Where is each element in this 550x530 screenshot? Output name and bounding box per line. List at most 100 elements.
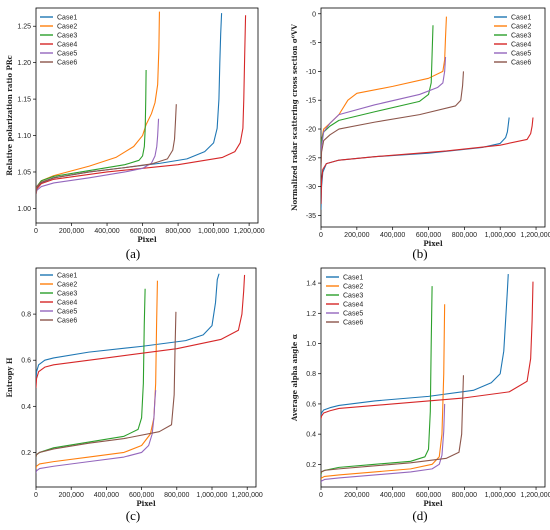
series-line-case2 — [321, 16, 447, 164]
y-tick-label: 0.6 — [21, 358, 31, 365]
x-tick-label: 200,000 — [344, 492, 369, 499]
x-tick-label: 600,000 — [416, 492, 441, 499]
legend: Case1 Case2 Case3 Case4 Case5 Case6 — [40, 15, 77, 67]
series-line-case3 — [36, 69, 147, 194]
series-line-case2 — [321, 304, 446, 480]
y-tick-label: 1.20 — [17, 60, 31, 67]
x-tick-label: 1,000,000 — [198, 228, 229, 235]
legend-label-case1: Case1 — [511, 15, 531, 22]
x-tick-label: 400,000 — [94, 492, 119, 499]
legend-label-case4: Case4 — [343, 302, 363, 309]
legend: Case1 Case2 Case3 Case4 Case5 Case6 — [494, 15, 531, 67]
x-tick-label: 200,000 — [59, 228, 84, 235]
legend-label-case4: Case4 — [511, 42, 531, 49]
y-tick-label: -20 — [306, 127, 316, 134]
legend-label-case5: Case5 — [511, 51, 531, 58]
panel-caption: (d) — [412, 508, 427, 523]
legend-label-case6: Case6 — [343, 320, 363, 327]
x-axis-label: Pixel — [423, 239, 443, 248]
y-tick-label: 1.25 — [17, 24, 31, 31]
series-line-case6 — [36, 104, 177, 194]
y-tick-label: 0.8 — [306, 371, 316, 378]
y-tick-label: 0.4 — [21, 404, 31, 411]
x-tick-label: 800,000 — [452, 492, 477, 499]
series-line-case6 — [321, 71, 465, 170]
series-line-case4 — [321, 117, 534, 204]
legend-label-case5: Case5 — [57, 309, 77, 316]
series-line-case3 — [36, 288, 146, 458]
y-tick-label: 0.6 — [306, 401, 316, 408]
x-tick-label: 1,000,000 — [485, 492, 516, 499]
series-line-case6 — [321, 375, 465, 474]
legend-label-case3: Case3 — [57, 33, 77, 40]
y-tick-label: 1.15 — [17, 97, 31, 104]
x-tick-label: 200,000 — [59, 492, 84, 499]
legend-label-case2: Case2 — [57, 282, 77, 289]
y-tick-label: 1.10 — [17, 133, 31, 140]
y-axis-label: Entropy H — [5, 357, 14, 397]
panel-caption: (b) — [412, 246, 427, 261]
y-tick-label: -30 — [306, 184, 316, 191]
y-tick-label: 0.2 — [21, 450, 31, 457]
series-line-case5 — [36, 118, 160, 194]
x-tick-label: 0 — [319, 492, 323, 499]
series-line-case5 — [321, 56, 447, 164]
x-tick-label: 1,000,000 — [196, 492, 227, 499]
series-line-case1 — [321, 117, 510, 210]
x-tick-label: 1,200,000 — [520, 492, 550, 499]
x-tick-label: 0 — [319, 232, 323, 239]
x-tick-label: 800,000 — [164, 492, 189, 499]
legend-label-case3: Case3 — [343, 293, 363, 300]
legend-label-case6: Case6 — [511, 60, 531, 67]
y-tick-label: -15 — [306, 98, 316, 105]
chart-panel-2: 0 200,000 400,000 600,000 800,000 1,000,000 1,… — [290, 7, 550, 261]
series-group — [321, 274, 534, 483]
y-axis-label: Average alpha angle α — [290, 333, 299, 422]
series-line-case1 — [36, 273, 220, 384]
y-tick-label: 0.8 — [21, 312, 31, 319]
x-axis-label: Pixel — [423, 499, 443, 508]
legend-label-case2: Case2 — [511, 24, 531, 31]
legend-label-case3: Case3 — [57, 291, 77, 298]
legend-label-case2: Case2 — [57, 24, 77, 31]
y-axis-label: Relative polarization ratio PRc — [5, 55, 14, 176]
legend: Case1 Case2 Case3 Case4 Case5 Case6 — [40, 273, 77, 325]
y-tick-label: -35 — [306, 213, 316, 220]
series-line-case2 — [36, 11, 160, 194]
legend-label-case6: Case6 — [57, 60, 77, 67]
panel-caption: (a) — [126, 246, 140, 261]
x-tick-label: 600,000 — [130, 228, 155, 235]
series-line-case2 — [36, 280, 158, 469]
series-group — [36, 273, 246, 474]
legend-label-case4: Case4 — [57, 300, 77, 307]
y-tick-label: 1.4 — [306, 281, 316, 288]
plot-frame — [35, 7, 259, 224]
x-axis-label: Pixel — [137, 235, 157, 244]
y-tick-label: -10 — [306, 69, 316, 76]
y-tick-label: -5 — [310, 40, 316, 47]
chart-panel-3: 0 200,000 400,000 600,000 800,000 1,000,000 1,… — [5, 267, 263, 523]
plot-frame — [320, 7, 546, 228]
x-tick-label: 1,200,000 — [520, 232, 550, 239]
x-tick-label: 1,000,000 — [485, 232, 516, 239]
y-axis-label: Normalized radar scattering cross sectio… — [290, 24, 299, 211]
y-tick-label: 0.2 — [306, 462, 316, 469]
x-tick-label: 0 — [34, 228, 38, 235]
series-group — [36, 11, 247, 194]
x-tick-label: 1,200,000 — [232, 492, 263, 499]
x-tick-label: 800,000 — [165, 228, 190, 235]
legend-label-case1: Case1 — [57, 273, 77, 280]
x-tick-label: 200,000 — [344, 232, 369, 239]
x-tick-label: 400,000 — [94, 228, 119, 235]
y-tick-label: 0.4 — [306, 432, 316, 439]
plot-frame — [320, 267, 546, 488]
y-tick-label: 1.05 — [17, 169, 31, 176]
legend-label-case5: Case5 — [57, 51, 77, 58]
x-tick-label: 1,200,000 — [234, 228, 265, 235]
x-tick-label: 800,000 — [452, 232, 477, 239]
x-axis-label: Pixel — [136, 499, 156, 508]
series-line-case3 — [321, 286, 433, 476]
legend-label-case4: Case4 — [57, 42, 77, 49]
y-tick-label: 0 — [312, 11, 316, 18]
